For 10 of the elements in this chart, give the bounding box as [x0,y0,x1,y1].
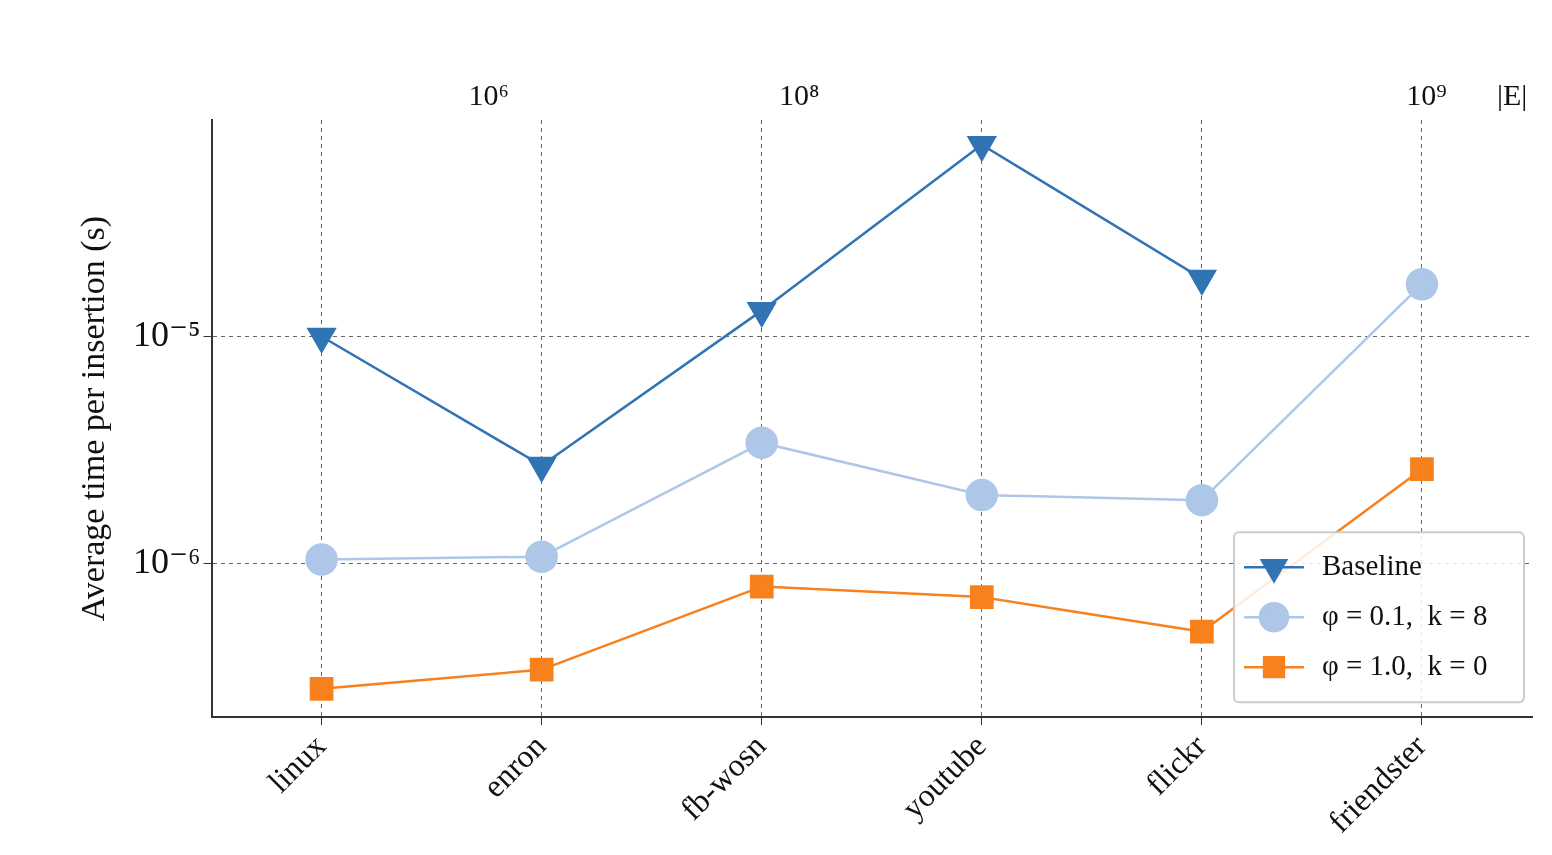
y-tick-label: 10⁻⁶ [132,540,201,581]
legend-label: φ = 1.0, k = 0 [1322,648,1488,681]
text: |E| [1497,77,1528,111]
legend-label: φ = 0.1, k = 8 [1322,598,1488,631]
text: 10⁸ [778,77,820,111]
y-tick-label: 10⁻⁵ [132,313,201,354]
y-axis-title: Average time per insertion (s) [73,215,112,622]
text: 10⁹ [1406,77,1447,111]
text: 10⁶ [468,77,510,111]
legend-label: Baseline [1322,548,1422,581]
